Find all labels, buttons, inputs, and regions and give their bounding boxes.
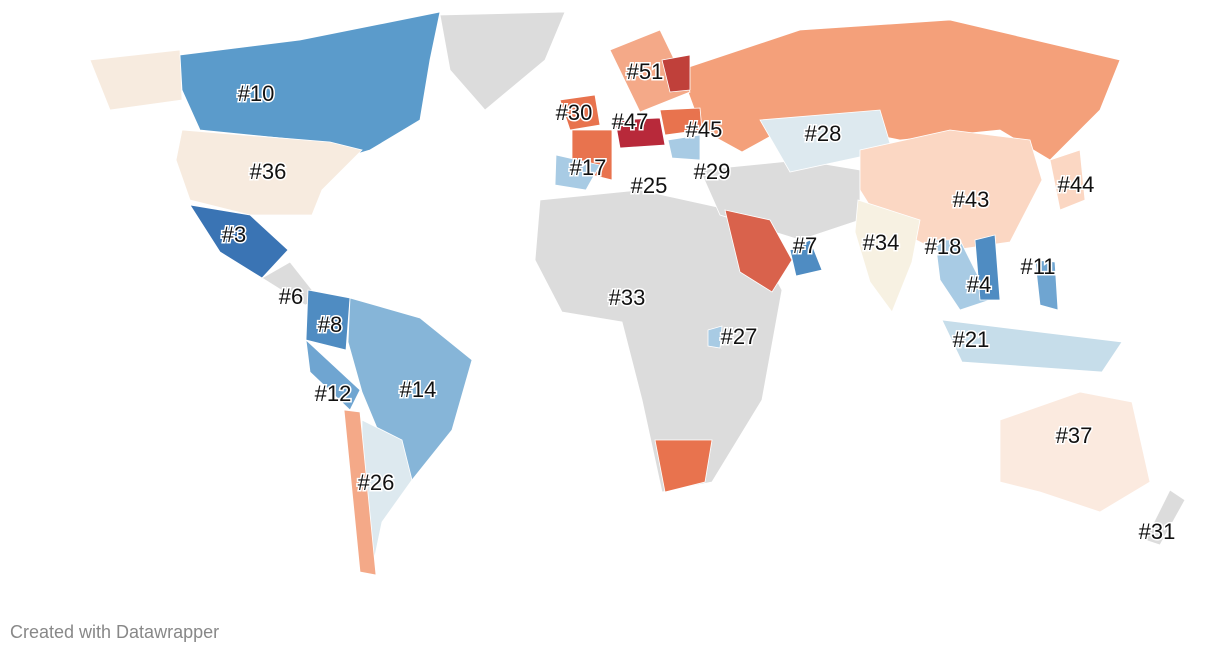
rank-label: #11 bbox=[1020, 254, 1055, 279]
country bbox=[305, 289, 351, 351]
rank-label: #4 bbox=[967, 272, 991, 297]
country bbox=[974, 234, 1001, 301]
rank-label: #28 bbox=[805, 121, 842, 146]
country bbox=[614, 117, 666, 149]
country bbox=[179, 11, 441, 163]
footer: Created with Datawrapper bbox=[10, 622, 219, 642]
country bbox=[89, 49, 183, 111]
country bbox=[305, 338, 361, 411]
countries bbox=[89, 11, 1186, 576]
rank-label: #26 bbox=[358, 470, 395, 495]
country bbox=[439, 11, 566, 111]
rank-label: #34 bbox=[863, 230, 900, 255]
country bbox=[667, 134, 701, 161]
country bbox=[554, 154, 601, 191]
country bbox=[854, 199, 921, 313]
rank-label: #12 bbox=[315, 381, 352, 406]
rank-label: #31 bbox=[1139, 519, 1176, 544]
country bbox=[189, 204, 289, 279]
country bbox=[559, 94, 601, 131]
country bbox=[707, 325, 723, 349]
rank-label: #37 bbox=[1056, 423, 1093, 448]
country bbox=[999, 391, 1151, 513]
country bbox=[654, 439, 713, 493]
country bbox=[934, 239, 991, 311]
rank-label: #3 bbox=[222, 222, 246, 247]
country bbox=[941, 319, 1123, 373]
rank-label: #17 bbox=[570, 155, 607, 180]
rank-label: #6 bbox=[279, 284, 303, 309]
rank-label: #25 bbox=[631, 173, 668, 198]
labels: #10 #36 #3 #6 #8 #12 #14 #26 #30 #51 #47 #45 #17 #25 #… bbox=[220, 57, 1177, 545]
country bbox=[175, 129, 363, 216]
country bbox=[1049, 149, 1086, 211]
rank-label: #47 bbox=[612, 109, 649, 134]
country bbox=[1144, 489, 1186, 546]
rank-label: #7 bbox=[793, 233, 817, 258]
rank-label: #18 bbox=[925, 234, 962, 259]
rank-label: #36 bbox=[250, 159, 287, 184]
rank-label: #33 bbox=[609, 285, 646, 310]
rank-label: #30 bbox=[556, 100, 593, 125]
rank-label: #27 bbox=[721, 324, 758, 349]
country bbox=[659, 107, 703, 136]
rank-label: #8 bbox=[318, 312, 342, 337]
country bbox=[789, 239, 823, 277]
rank-label: #43 bbox=[953, 187, 990, 212]
country bbox=[724, 209, 793, 293]
rank-label: #29 bbox=[694, 159, 731, 184]
country bbox=[679, 19, 1121, 161]
rank-label: #10 bbox=[238, 81, 275, 106]
country bbox=[343, 409, 377, 576]
rank-label: #21 bbox=[953, 327, 990, 352]
rank-label: #14 bbox=[400, 377, 437, 402]
rank-label: #45 bbox=[686, 117, 723, 142]
country bbox=[1034, 259, 1059, 311]
rank-label: #51 bbox=[627, 59, 664, 84]
rank-label: #44 bbox=[1058, 172, 1095, 197]
country bbox=[661, 54, 691, 93]
